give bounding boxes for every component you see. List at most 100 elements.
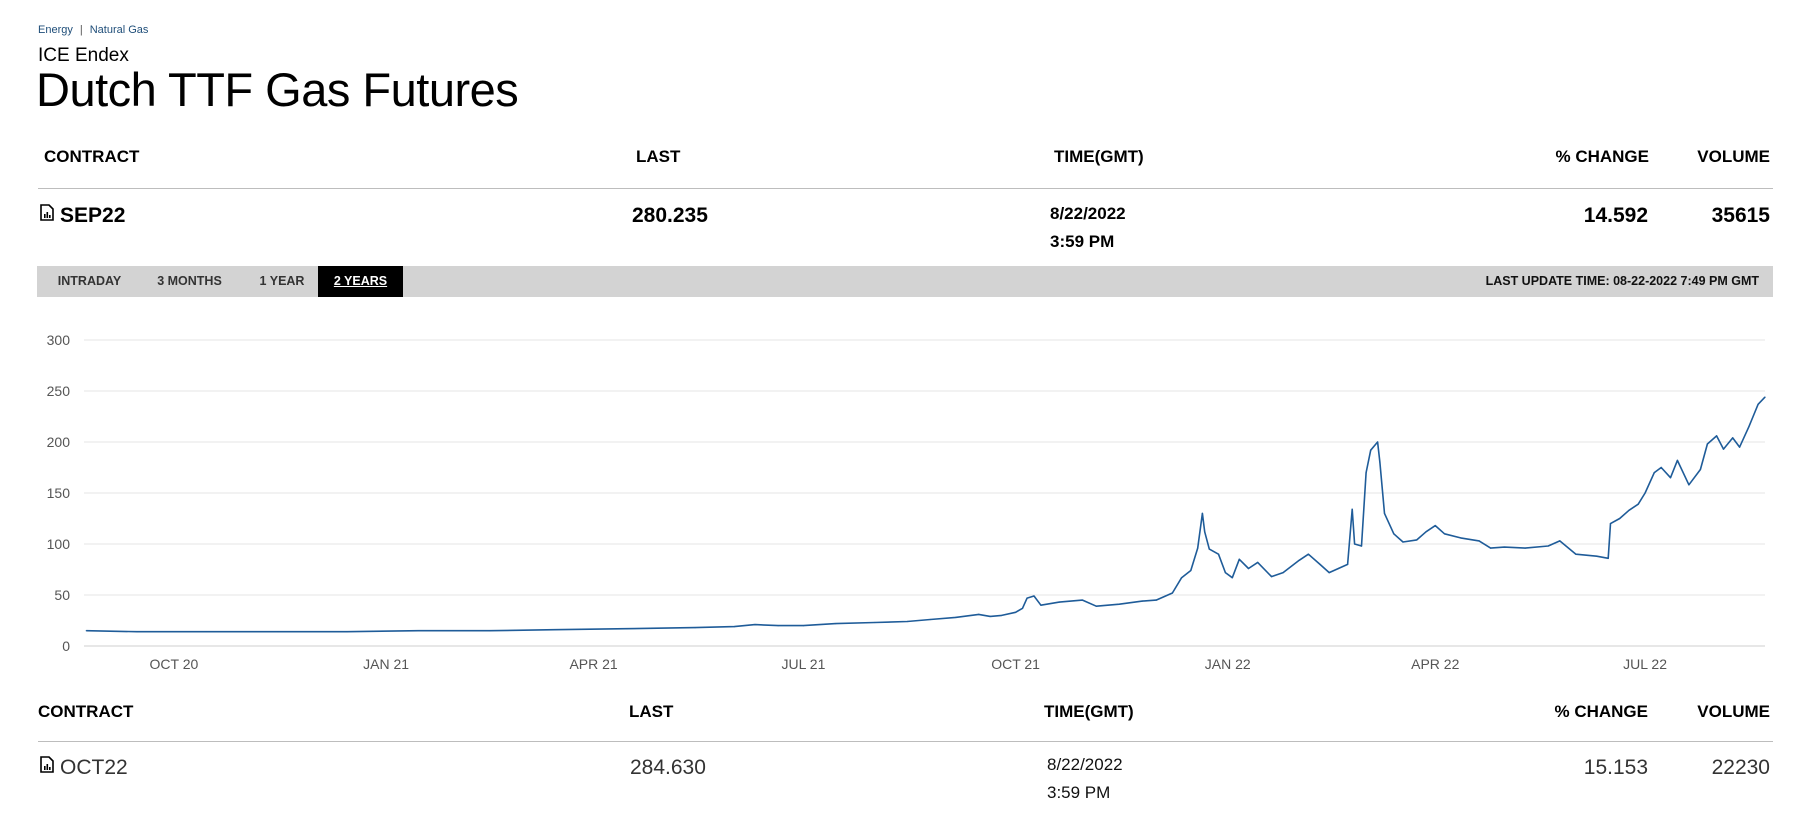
data-point — [205, 631, 207, 633]
contract-row-sep22[interactable]: SEP22 — [40, 204, 125, 228]
data-point — [1040, 604, 1042, 606]
data-point — [1360, 545, 1363, 547]
percent-change: 14.592 — [1583, 204, 1648, 227]
data-point — [1257, 561, 1259, 563]
breadcrumb-item-natural-gas[interactable]: Natural Gas — [89, 24, 149, 36]
breadcrumb-item-energy[interactable]: Energy — [38, 24, 73, 36]
data-point — [955, 616, 957, 618]
data-point — [1298, 559, 1300, 561]
data-point — [1739, 446, 1741, 448]
x-tick-label: APR 21 — [569, 656, 617, 672]
data-point — [1644, 492, 1646, 494]
data-point — [1021, 607, 1024, 609]
column-header-volume: VOLUME — [1697, 147, 1770, 166]
data-point — [277, 631, 279, 633]
y-tick-label: 250 — [47, 383, 71, 399]
data-point — [1393, 533, 1395, 535]
data-point — [733, 626, 735, 628]
contract-name: SEP22 — [60, 204, 126, 227]
data-point — [1660, 466, 1662, 469]
trade-time: 3:59 PM — [1050, 232, 1115, 251]
data-point — [1699, 468, 1701, 471]
data-point — [1478, 540, 1480, 542]
data-point — [777, 625, 779, 627]
data-point — [1596, 555, 1598, 557]
data-point — [1490, 547, 1492, 549]
data-point — [1197, 547, 1199, 549]
y-tick-label: 50 — [54, 587, 70, 603]
data-point — [1416, 539, 1418, 541]
tab-intraday[interactable]: INTRADAY — [57, 274, 122, 288]
data-point — [1307, 553, 1309, 555]
data-point — [929, 618, 931, 621]
x-tick-label: APR 22 — [1411, 656, 1459, 672]
data-point — [1081, 599, 1084, 601]
header-divider-2 — [38, 741, 1773, 742]
data-point — [1706, 443, 1708, 445]
data-point — [906, 620, 908, 623]
data-point — [1748, 426, 1750, 428]
data-point — [1609, 523, 1612, 525]
chart-range-tabs: INTRADAY 3 MONTHS 1 YEAR 2 YEARS LAST UP… — [37, 266, 1773, 297]
last-price: 280.235 — [632, 204, 708, 227]
data-point — [1319, 563, 1321, 565]
x-tick-label: JUL 21 — [782, 656, 826, 672]
x-tick-label: OCT 21 — [991, 656, 1040, 672]
y-tick-label: 200 — [47, 434, 71, 450]
data-point — [1365, 472, 1367, 474]
data-point — [1370, 449, 1372, 451]
data-point — [1764, 396, 1766, 398]
data-point — [1328, 572, 1330, 574]
data-point — [1619, 517, 1621, 520]
data-point — [489, 630, 491, 632]
price-series-line — [86, 396, 1766, 633]
tab-2-years[interactable]: 2 YEARS — [318, 266, 403, 297]
trade-date: 8/22/2022 — [1047, 755, 1123, 774]
data-point — [754, 624, 756, 626]
data-point — [1337, 567, 1339, 570]
y-tick-label: 100 — [47, 536, 71, 552]
data-point — [1270, 576, 1273, 578]
data-point — [1752, 414, 1755, 417]
data-point — [1379, 461, 1381, 463]
data-point — [1503, 546, 1505, 548]
data-point — [1637, 503, 1639, 505]
data-point — [1722, 448, 1725, 450]
data-point — [1351, 508, 1353, 510]
tab-1-year[interactable]: 1 YEAR — [259, 274, 305, 288]
data-point — [1402, 541, 1404, 543]
data-point — [1559, 540, 1561, 542]
data-point — [694, 627, 696, 629]
data-point — [1628, 509, 1630, 511]
tab-3-months[interactable]: 3 MONTHS — [157, 274, 222, 288]
data-point — [85, 630, 87, 632]
data-point — [1238, 558, 1240, 560]
data-point — [1141, 600, 1143, 602]
data-point — [978, 613, 980, 615]
column-header-contract: CONTRACT — [44, 147, 140, 166]
price-chart: 0 50 100 150 200 250 300 OCT 20 JAN 21 APR 21 JUL … — [47, 332, 1766, 672]
data-point — [1607, 557, 1609, 559]
trade-date: 8/22/2022 — [1050, 204, 1126, 223]
data-point — [835, 623, 837, 625]
data-point — [1347, 563, 1349, 565]
data-point — [1247, 567, 1250, 570]
data-point — [1015, 611, 1017, 613]
exchange-name: ICE Endex — [38, 45, 129, 66]
data-point — [1575, 553, 1577, 555]
data-point — [1688, 484, 1690, 486]
data-point — [1204, 531, 1206, 533]
data-point — [1033, 595, 1035, 597]
data-point — [1026, 597, 1028, 599]
data-point — [1224, 572, 1226, 574]
contract-row-oct22[interactable]: OCT22 — [40, 756, 128, 780]
data-point — [1669, 477, 1672, 479]
data-point — [1383, 512, 1386, 514]
y-tick-label: 0 — [62, 638, 70, 654]
breadcrumb: Energy | Natural Gas — [38, 24, 148, 36]
data-point — [1653, 472, 1655, 474]
data-point — [1058, 601, 1060, 603]
column-header-change: % CHANGE — [1555, 147, 1649, 166]
data-point — [1155, 599, 1157, 601]
column-header-time: TIME(GMT) — [1054, 147, 1144, 166]
